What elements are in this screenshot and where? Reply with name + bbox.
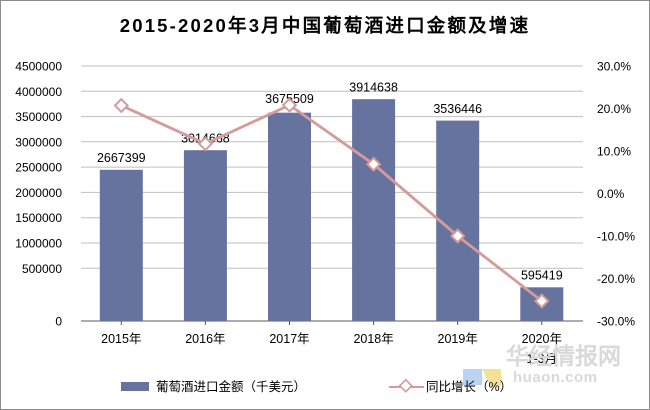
svg-text:同比增长（%）: 同比增长（%） bbox=[426, 379, 512, 394]
svg-text:葡萄酒进口金额（千美元）: 葡萄酒进口金额（千美元） bbox=[156, 379, 306, 394]
